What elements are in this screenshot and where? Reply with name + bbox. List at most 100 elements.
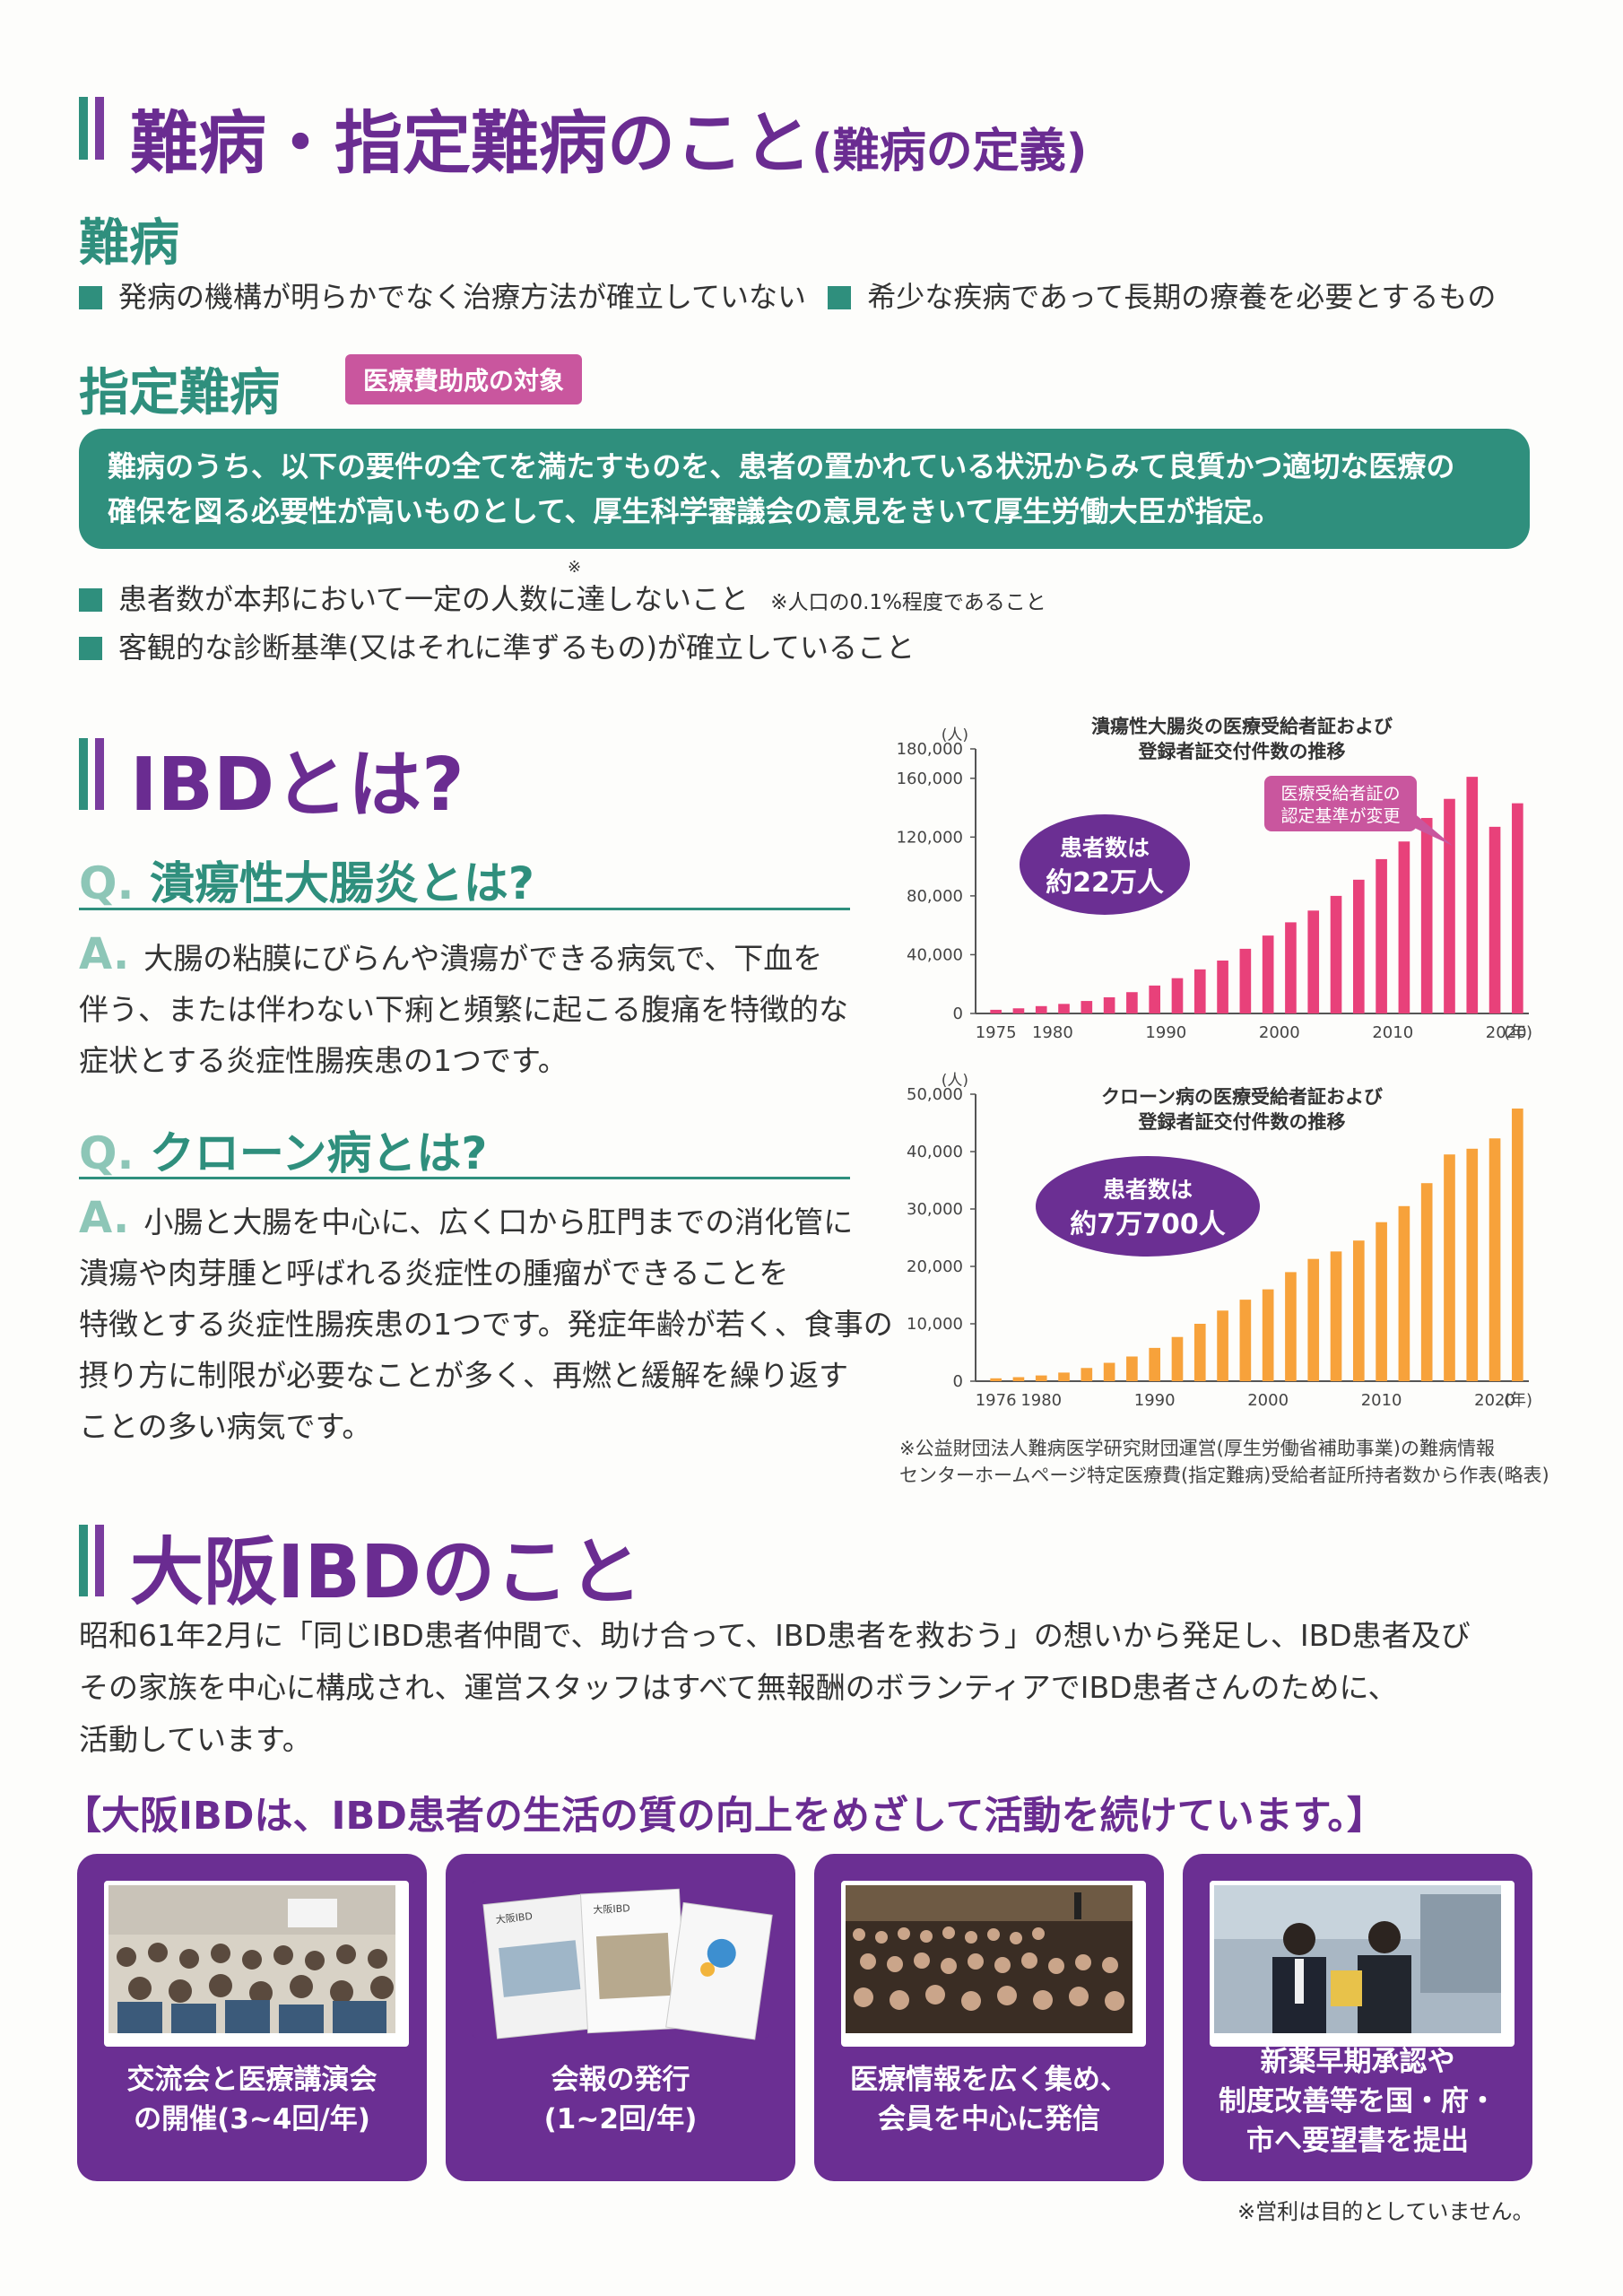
activity-card-meetings: 交流会と医療講演会 の開催(3~4回/年) xyxy=(77,1854,427,2181)
uc-x-tick-label: 2010 xyxy=(1372,1023,1413,1042)
uc-bar xyxy=(1376,858,1387,1013)
cd-x-tick-label: 1980 xyxy=(1020,1391,1062,1410)
uc-callout-line: 医療受給者証の xyxy=(1280,784,1400,804)
cd-y-tick-label: 0 xyxy=(953,1372,963,1391)
uc-bar xyxy=(1488,826,1501,1013)
answer-1-line-3: 症状とする炎症性腸疾患の1つです。 xyxy=(79,1043,568,1078)
activity-card-info: 医療情報を広く集め、 会員を中心に発信 xyxy=(814,1854,1164,2181)
uc-bar xyxy=(1330,895,1342,1013)
uc-x-tick-label: 1980 xyxy=(1032,1023,1073,1042)
cd-x-tick-label: 2020 xyxy=(1474,1391,1515,1410)
uc-bar xyxy=(1012,1008,1025,1013)
answer-2-label: A. xyxy=(79,1193,130,1243)
activity-caption-petition-line-2: 制度改善等を国・府・ xyxy=(1219,2085,1497,2118)
uc-bar xyxy=(1171,978,1184,1013)
newsletter-photo: 大阪IBD 大阪IBD xyxy=(473,1881,773,2040)
q2-label: Q. xyxy=(79,1127,135,1179)
uc-y-tick-label: 40,000 xyxy=(907,945,963,964)
q2-text: クローン病とは? xyxy=(149,1127,488,1179)
uc-y-tick-label: 160,000 xyxy=(897,770,963,788)
cd-bar xyxy=(1012,1377,1025,1381)
cd-bar xyxy=(1466,1148,1479,1381)
uc-bar xyxy=(1217,961,1228,1013)
section1-title-main: 難病・指定難病のこと xyxy=(130,103,812,183)
petition-photo xyxy=(1210,1881,1515,2047)
uc-bar xyxy=(990,1009,1002,1013)
lecture-hall-image xyxy=(108,1885,395,2033)
shitei-definition-box: 難病のうち、以下の要件の全てを満たすものを、患者の置かれている状況からみて良質か… xyxy=(79,429,1530,549)
cd-bar xyxy=(1058,1372,1070,1381)
answer-2-line-3: 特徴とする炎症性腸疾患の1つです。発症年齢が若く、食事の xyxy=(79,1307,893,1342)
cd-badge-line-2: 約7万700人 xyxy=(1070,1209,1226,1240)
cd-bar xyxy=(1239,1300,1252,1381)
cd-bar xyxy=(1262,1289,1274,1381)
bullet-square-icon xyxy=(79,588,102,612)
nanbyo-bullet-2: 希少な疾病であって長期の療養を必要とするもの xyxy=(867,280,1497,314)
section3-title-bars xyxy=(79,1525,115,1596)
petition-image xyxy=(1214,1885,1501,2033)
uc-bar xyxy=(1512,803,1523,1013)
uc-y-unit: (人) xyxy=(942,726,968,744)
uc-badge-line-2: 約22万人 xyxy=(1046,867,1164,899)
cd-x-unit: (年) xyxy=(1504,1391,1532,1410)
requirement-1-text: 患者数が本邦において一定の人数に達しないこと xyxy=(118,582,750,616)
osaka-intro: 昭和61年2月に「同じIBD患者仲間で、助け合って、IBD患者を救おう」の想いか… xyxy=(79,1610,1471,1766)
answer-2-line-4: 摂り方に制限が必要なことが多く、再燃と緩解を繰り返す xyxy=(79,1358,848,1393)
booklet-label-2: 大阪IBD xyxy=(593,1901,630,1916)
answer-2: A. 小腸と大腸を中心に、広く口から肛門までの消化管に 潰瘍や肉芽腫と呼ばれる炎症… xyxy=(79,1193,893,1452)
activity-caption-info-line-1: 医療情報を広く集め、 xyxy=(850,2064,1128,2096)
uc-badge-line-1: 患者数は xyxy=(1060,835,1150,861)
uc-x-tick-label: 1990 xyxy=(1145,1023,1186,1042)
uc-bar xyxy=(1420,818,1433,1013)
cd-x-tick-label: 2000 xyxy=(1247,1391,1289,1410)
cd-bar xyxy=(1352,1240,1365,1381)
cd-x-tick-label: 1990 xyxy=(1134,1391,1176,1410)
cd-bar xyxy=(1103,1362,1115,1381)
section3-title: 大阪IBDのこと xyxy=(130,1530,643,1615)
nonprofit-footnote: ※営利は目的としていません。 xyxy=(1237,2199,1534,2224)
cd-bar xyxy=(1193,1324,1206,1381)
cd-bar xyxy=(1307,1258,1320,1381)
uc-bar xyxy=(1398,841,1410,1013)
answer-2-line-5: ことの多い病気です。 xyxy=(79,1409,372,1444)
section1-title-paren: (難病の定義) xyxy=(812,125,1088,178)
activity-caption-newsletter: 会報の発行 (1~2回/年) xyxy=(446,2060,795,2139)
activity-card-newsletter: 大阪IBD 大阪IBD 会報の発行 (1~2回/年) xyxy=(446,1854,795,2181)
answer-1-label: A. xyxy=(79,929,130,979)
uc-bar xyxy=(1103,996,1115,1013)
uc-bar xyxy=(1081,1001,1093,1013)
requirement-1: 患者数が本邦において一定の人数に達しないこと ※人口の0.1%程度であること xyxy=(79,577,1046,618)
requirement-2: 客観的な診断基準(又はそれに準ずるもの)が確立していること xyxy=(79,625,915,666)
uc-callout-pointer xyxy=(1399,812,1453,846)
cd-title-line: 登録者証交付件数の推移 xyxy=(1138,1111,1346,1133)
uc-y-tick-label: 0 xyxy=(953,1004,963,1023)
cd-x-tick-label: 1976 xyxy=(976,1391,1017,1410)
uc-y-tick-label: 180,000 xyxy=(897,740,963,759)
uc-bar xyxy=(1307,910,1320,1013)
uc-chart: (人) 0 40,000 80,000 120,000 160,000 180,000 197… xyxy=(897,716,1532,1042)
newsletter-booklets-image: 大阪IBD 大阪IBD xyxy=(482,1888,773,2040)
uc-bar xyxy=(1193,969,1206,1013)
cd-bar xyxy=(1330,1251,1342,1381)
activity-caption-meetings: 交流会と医療講演会 の開催(3~4回/年) xyxy=(77,2060,427,2139)
answer-2-line-2: 潰瘍や肉芽腫と呼ばれる炎症性の腫瘤ができることを xyxy=(79,1256,789,1291)
shitei-box-line-2: 確保を図る必要性が高いものとして、厚生科学審議会の意見をきいて厚生労働大臣が指定… xyxy=(108,494,1281,528)
cd-y-tick-label: 40,000 xyxy=(907,1143,963,1161)
q1-text: 潰瘍性大腸炎とは? xyxy=(149,857,534,909)
osaka-slogan: 【大阪IBDは、IBD患者の生活の質の向上をめざして活動を続けています。】 xyxy=(63,1794,1385,1839)
cd-y-tick-label: 20,000 xyxy=(907,1257,963,1276)
uc-callout-box xyxy=(1264,776,1417,831)
cd-bar xyxy=(1217,1310,1228,1381)
answer-1-line-1: 大腸の粘膜にびらんや潰瘍ができる病気で、下血を xyxy=(143,941,823,976)
q2-underline xyxy=(79,1177,850,1179)
uc-x-unit: (年) xyxy=(1504,1023,1532,1042)
chart-source-note: ※公益財団法人難病医学研究財団運営(厚生労働省補助事業)の難病情報 センターホー… xyxy=(899,1435,1549,1489)
requirement-2-text: 客観的な診断基準(又はそれに準ずるもの)が確立していること xyxy=(118,631,916,665)
cd-bar xyxy=(1081,1368,1093,1381)
uc-title-line: 登録者証交付件数の推移 xyxy=(1138,741,1346,762)
section1-title: 難病・指定難病のこと(難病の定義) xyxy=(130,88,1088,187)
answer-2-line-1: 小腸と大腸を中心に、広く口から肛門までの消化管に xyxy=(143,1205,854,1239)
osaka-intro-line-1: 昭和61年2月に「同じIBD患者仲間で、助け合って、IBD患者を救おう」の想いか… xyxy=(79,1618,1471,1653)
answer-1: A. 大腸の粘膜にびらんや潰瘍ができる病気で、下血を 伴う、または伴わない下痢と頻… xyxy=(79,929,886,1086)
activity-caption-newsletter-line-2: (1~2回/年) xyxy=(543,2103,698,2135)
